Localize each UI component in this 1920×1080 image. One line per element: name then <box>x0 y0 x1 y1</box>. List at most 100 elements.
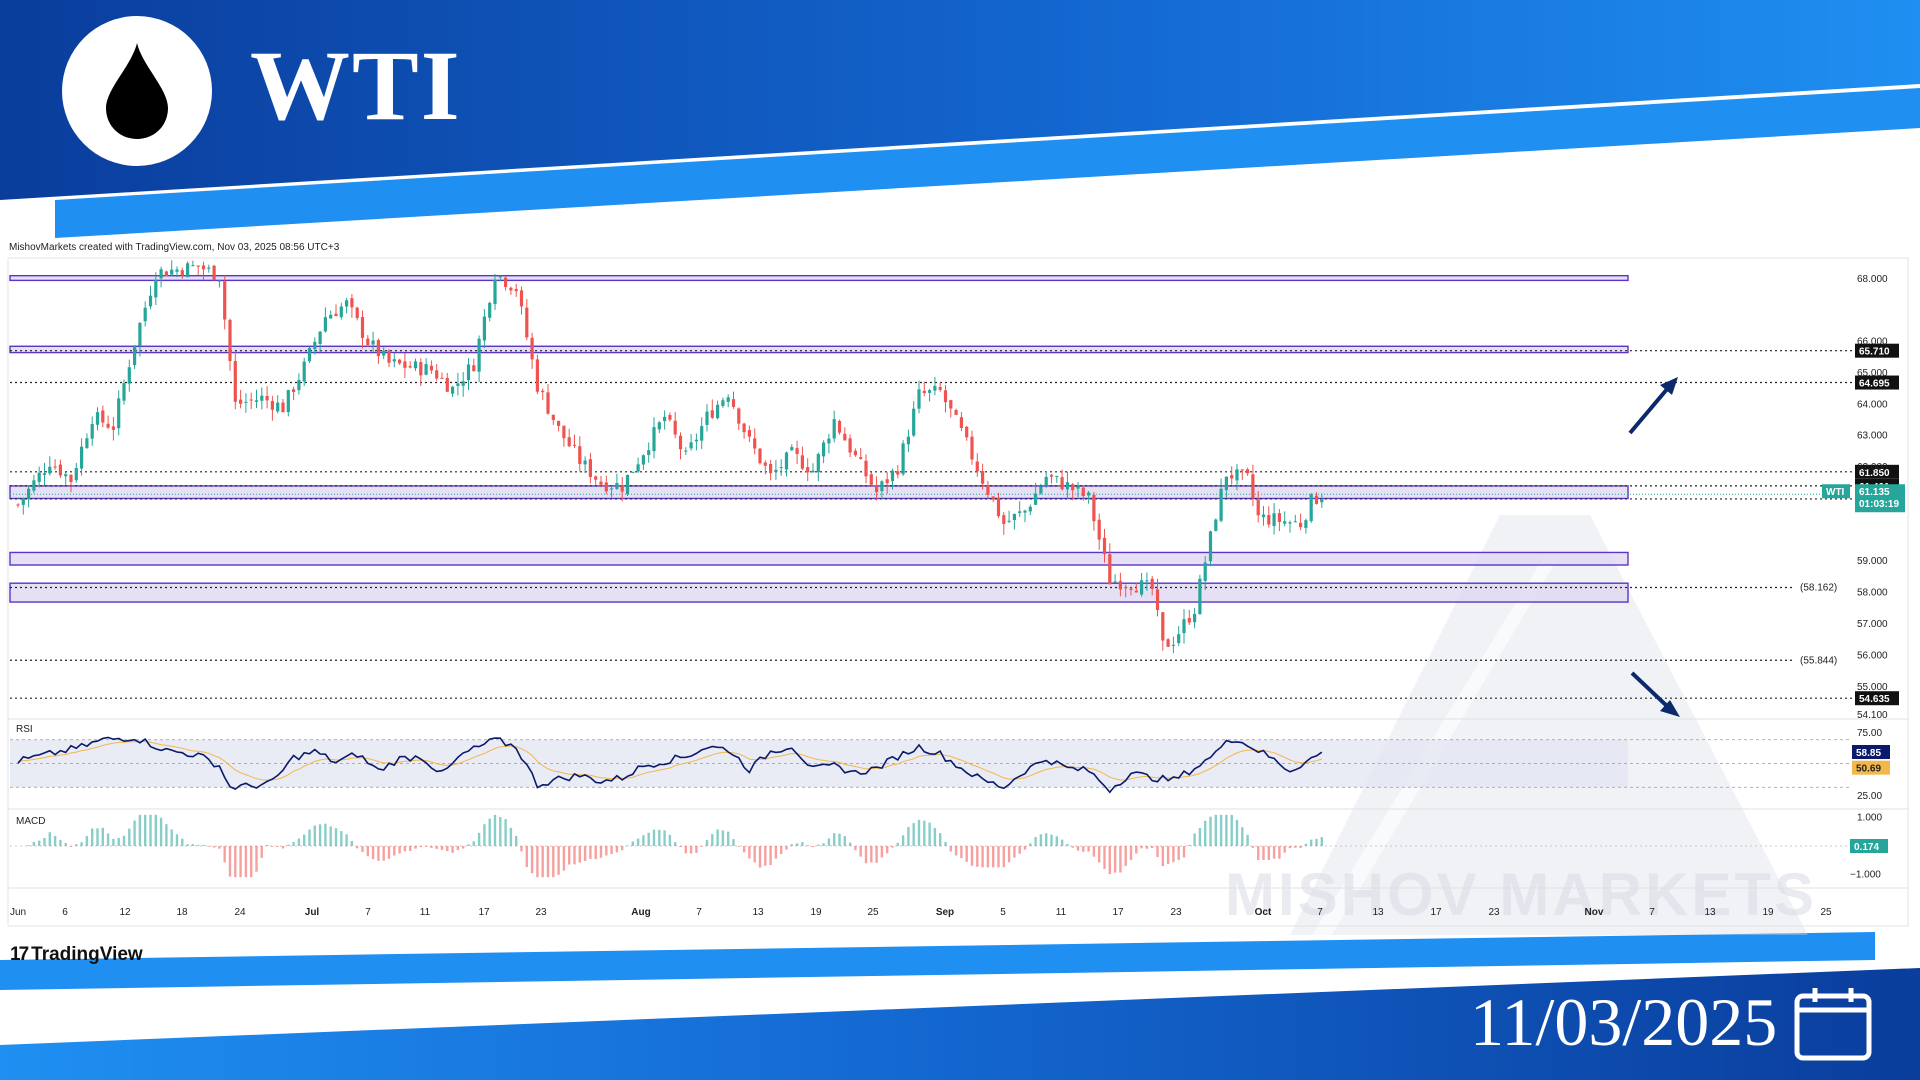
candle <box>652 417 656 459</box>
candle-body <box>1182 619 1186 634</box>
macd-bar <box>80 842 83 846</box>
candle <box>318 331 322 353</box>
candle-body <box>1193 613 1197 623</box>
macd-bar <box>303 834 306 846</box>
macd-bar <box>117 837 120 846</box>
macd-bar <box>716 829 719 846</box>
candle <box>663 410 667 430</box>
candle-body <box>233 361 237 402</box>
candle-body <box>297 379 301 391</box>
candle <box>1140 572 1144 597</box>
candle-body <box>1145 580 1149 582</box>
macd-bar <box>265 844 269 846</box>
candle <box>350 293 354 318</box>
candle <box>1002 512 1006 535</box>
candle <box>599 475 603 488</box>
macd-bar <box>944 841 947 846</box>
macd-bar <box>64 843 67 846</box>
candle-body <box>986 484 990 495</box>
chart-credit: MishovMarkets created with TradingView.c… <box>9 242 340 253</box>
candle-body <box>1314 495 1319 504</box>
price-tick: 58.000 <box>1857 588 1888 599</box>
macd-bar <box>329 826 332 846</box>
candle-body <box>981 471 985 484</box>
time-tick: Jun <box>10 907 26 918</box>
candle <box>657 420 661 433</box>
candle <box>710 399 714 420</box>
candle <box>143 301 147 327</box>
time-tick: Oct <box>1255 907 1272 918</box>
macd-bar <box>356 846 359 849</box>
macd-bar <box>493 814 497 846</box>
macd-bar <box>658 829 661 846</box>
level-label: (55.844) <box>1800 655 1837 666</box>
candle-body <box>678 435 683 450</box>
candle <box>1240 469 1244 480</box>
level-lines: (58.162) (55.844) <box>10 350 1852 699</box>
macd-bar <box>901 835 905 846</box>
macd-bar <box>891 846 894 848</box>
candle <box>1219 478 1223 523</box>
candle <box>48 456 52 476</box>
macd-bar <box>1166 846 1170 865</box>
macd-value-tag <box>1850 839 1888 853</box>
candle-body <box>456 383 460 386</box>
candle <box>376 338 380 364</box>
candle <box>1012 513 1016 530</box>
candle <box>127 359 131 392</box>
macd-bar <box>101 827 104 846</box>
macd-bar <box>695 846 698 853</box>
macd-bar <box>817 844 820 846</box>
tradingview-logo[interactable]: 17 TradingView <box>10 944 143 965</box>
candle <box>864 454 868 484</box>
price-chart: MISHOV MARKETS (58.162) (55.844) RSI 75.00… <box>7 257 1909 935</box>
macd-bar <box>1050 834 1053 846</box>
level-tag-text: 65.710 <box>1859 347 1890 358</box>
candle-body <box>716 404 720 419</box>
candle <box>1261 505 1266 526</box>
candle <box>339 302 343 320</box>
candle <box>721 397 725 408</box>
macd-bar <box>896 842 899 846</box>
candle-body <box>313 341 317 350</box>
candle-body <box>1055 476 1059 478</box>
macd-bar <box>499 817 502 846</box>
macd-bar <box>483 824 486 846</box>
watermark: MISHOV MARKETS <box>1225 515 1814 935</box>
macd-bar <box>313 825 316 846</box>
candle <box>1018 501 1022 517</box>
macd-bar <box>1007 846 1011 863</box>
candle <box>1065 471 1069 499</box>
macd-bar <box>1060 839 1064 846</box>
candle-body <box>880 481 884 492</box>
candle <box>827 433 831 454</box>
candle-body <box>1208 531 1213 562</box>
macd-bar <box>128 828 131 846</box>
candle <box>880 480 884 500</box>
candle <box>403 353 407 378</box>
macd-tick: 1.000 <box>1857 813 1882 824</box>
candle-body <box>292 389 296 393</box>
candle-body <box>652 427 656 452</box>
macd-bar <box>334 828 338 846</box>
macd-bar <box>477 832 481 846</box>
candle-body <box>705 411 709 425</box>
macd-bar <box>106 833 110 846</box>
price-tick: 63.000 <box>1857 431 1888 442</box>
candle <box>530 332 534 369</box>
candle <box>244 393 248 413</box>
candle <box>1203 556 1207 590</box>
candle-body <box>1288 522 1292 524</box>
macd-bar <box>202 844 205 846</box>
macd-bar <box>1034 837 1037 846</box>
candle <box>117 390 121 436</box>
macd-bar <box>1177 846 1180 860</box>
candle-body <box>763 462 767 466</box>
candle <box>578 436 582 472</box>
candle <box>769 460 773 481</box>
macd-bar <box>43 837 46 846</box>
macd-bar <box>409 846 412 851</box>
candle-body <box>917 389 921 409</box>
price-tick: 54.100 <box>1857 710 1888 721</box>
projection-arrows <box>1628 377 1680 717</box>
